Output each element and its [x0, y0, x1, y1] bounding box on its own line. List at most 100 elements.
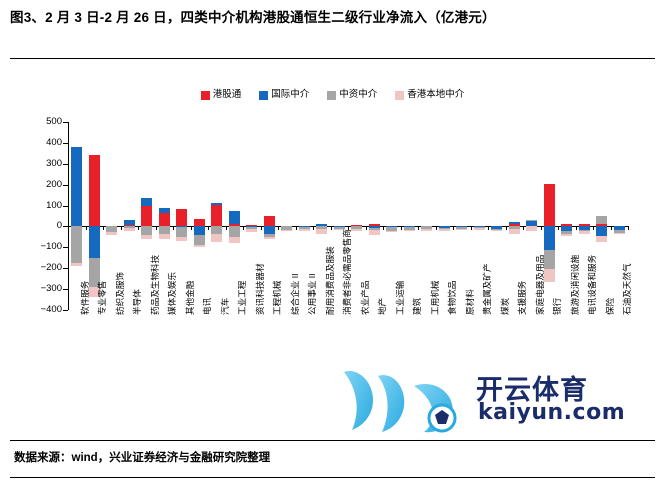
bar-segment	[263, 237, 275, 239]
y-axis-tick-mark	[63, 226, 68, 228]
bar-group[interactable]	[316, 122, 328, 310]
bar-segment	[263, 216, 275, 227]
bar-group[interactable]	[578, 122, 590, 310]
bar-segment	[123, 224, 135, 227]
x-axis-category-label: 综合企业 II	[289, 273, 300, 315]
x-axis-tick-mark	[138, 226, 139, 231]
legend-item[interactable]: 港股通	[200, 90, 241, 100]
x-axis-category-label: 消费者非必需品零售商	[342, 229, 353, 315]
bar-group[interactable]	[368, 122, 380, 310]
legend-swatch-icon	[259, 90, 269, 100]
bar-segment	[228, 223, 240, 227]
bar-group[interactable]	[351, 122, 363, 310]
x-axis-category-label: 软件服务	[79, 280, 90, 315]
bar-segment	[561, 233, 573, 236]
bar-group[interactable]	[386, 122, 398, 310]
bar-group[interactable]	[193, 122, 205, 310]
bar-segment	[491, 230, 503, 232]
bar-group[interactable]	[228, 122, 240, 310]
bar-segment	[281, 229, 293, 232]
bar-segment	[526, 220, 538, 222]
bar-group[interactable]	[176, 122, 188, 310]
bar-group[interactable]	[106, 122, 118, 310]
bar-group[interactable]	[421, 122, 433, 310]
bar-group[interactable]	[211, 122, 223, 310]
bar-segment	[123, 226, 135, 229]
x-axis-tick-mark	[628, 226, 629, 231]
bar-segment	[438, 229, 450, 232]
bar-group[interactable]	[141, 122, 153, 310]
y-axis-tick-label: −100	[40, 241, 62, 253]
title-divider	[10, 58, 655, 60]
bar-segment	[508, 229, 520, 234]
x-axis-tick-mark	[85, 226, 87, 231]
legend-item[interactable]: 香港本地中介	[395, 90, 464, 100]
bar-segment	[333, 226, 345, 229]
bar-group[interactable]	[246, 122, 258, 310]
bar-segment	[456, 228, 468, 230]
x-axis-category-label: 工业运输	[394, 280, 405, 315]
bar-segment	[158, 233, 170, 239]
y-axis-tick-label: −200	[40, 262, 62, 274]
source-note: 数据来源：wind，兴业证券经济与金融研究院整理	[14, 452, 271, 464]
bar-segment	[368, 226, 380, 229]
bar-group[interactable]	[263, 122, 275, 310]
bar-group[interactable]	[561, 122, 573, 310]
bar-group[interactable]	[491, 122, 503, 310]
x-axis-tick-mark	[453, 226, 454, 231]
page-title: 图3、2 月 3 日-2 月 26 日，四类中介机构港股通恒生二级行业净流入（亿…	[10, 10, 496, 25]
bar-segment	[228, 237, 240, 243]
x-axis-category-label: 资讯科技器材	[254, 263, 265, 315]
bar-segment	[403, 230, 415, 232]
x-axis-category-label: 汽车	[219, 297, 230, 315]
bar-segment	[316, 223, 328, 227]
bar-segment	[508, 222, 520, 224]
bar-group[interactable]	[526, 122, 538, 310]
chart-legend: 港股通 国际中介 中资中介 香港本地中介	[0, 90, 665, 100]
bar-group[interactable]	[438, 122, 450, 310]
bar-segment	[473, 228, 485, 230]
bar-segment	[316, 226, 328, 230]
x-axis-tick-mark	[155, 226, 157, 231]
bar-group[interactable]	[473, 122, 485, 310]
bar-group[interactable]	[123, 122, 135, 310]
bar-group[interactable]	[158, 122, 170, 310]
x-axis-category-label: 纺织及服饰	[114, 272, 125, 315]
bar-segment	[71, 146, 83, 227]
y-axis-tick-mark	[63, 310, 68, 311]
bar-segment	[281, 226, 293, 230]
bar-group[interactable]	[613, 122, 625, 310]
bar-group[interactable]	[281, 122, 293, 310]
legend-item[interactable]: 国际中介	[259, 90, 309, 100]
bar-segment	[246, 226, 258, 229]
x-axis-category-label: 媒体及娱乐	[167, 272, 178, 315]
bar-segment	[543, 249, 555, 269]
bar-group[interactable]	[71, 122, 83, 310]
bar-segment	[141, 205, 153, 227]
bar-group[interactable]	[508, 122, 520, 310]
bar-segment	[298, 226, 310, 230]
x-axis-tick-mark	[558, 226, 559, 231]
bar-group[interactable]	[403, 122, 415, 310]
x-axis-tick-mark	[330, 226, 332, 231]
bar-segment	[613, 232, 625, 235]
bar-group[interactable]	[298, 122, 310, 310]
bar-segment	[403, 226, 415, 228]
bar-segment	[316, 229, 328, 235]
bar-segment	[508, 223, 520, 227]
x-axis-tick-mark	[488, 226, 489, 231]
x-axis-tick-mark	[610, 226, 612, 231]
x-axis-category-label: 银行	[552, 297, 563, 315]
bar-group[interactable]	[88, 122, 100, 310]
bar-group[interactable]	[456, 122, 468, 310]
x-axis-category-label: 支援服务	[517, 280, 528, 315]
y-axis-tick-label: 200	[46, 178, 62, 190]
bar-group[interactable]	[596, 122, 608, 310]
y-axis-tick-label: −300	[40, 283, 62, 295]
bar-segment	[333, 228, 345, 231]
legend-item[interactable]: 中资中介	[327, 90, 377, 100]
bar-segment	[438, 227, 450, 230]
bar-group[interactable]	[333, 122, 345, 310]
bar-group[interactable]	[543, 122, 555, 310]
bar-segment	[351, 224, 363, 227]
